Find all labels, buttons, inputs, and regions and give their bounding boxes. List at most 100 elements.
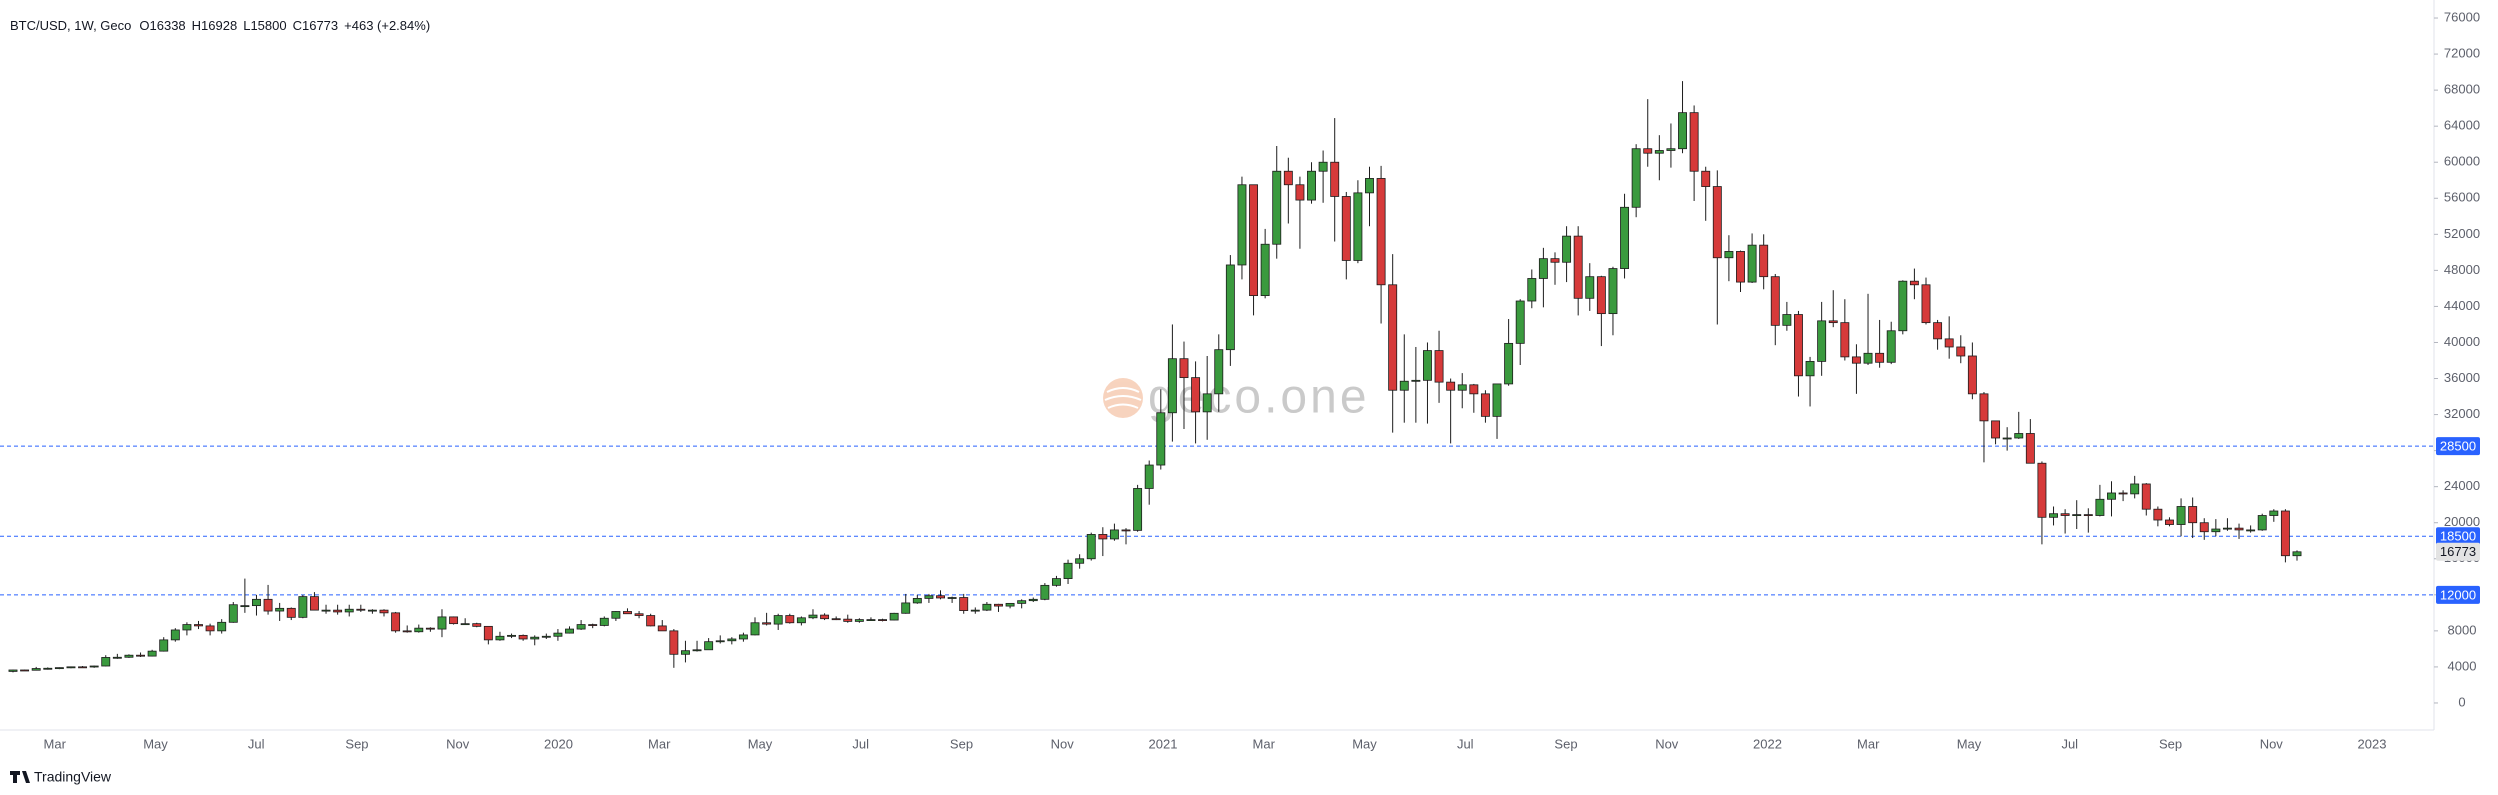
- candle-body: [1005, 602, 1015, 607]
- candle-body: [1944, 338, 1954, 348]
- candle-body: [1179, 358, 1189, 379]
- candle-body: [136, 654, 145, 657]
- open-value: 16338: [150, 18, 186, 33]
- candle-body: [217, 621, 227, 632]
- candle-body: [1028, 598, 1038, 602]
- y-tick-label: 60000: [2444, 154, 2480, 169]
- candle-body: [1017, 600, 1027, 604]
- x-tick-label: Sep: [1554, 736, 1577, 751]
- candle-body: [1144, 464, 1154, 489]
- candle-body: [1573, 235, 1583, 299]
- candle-body: [854, 619, 864, 622]
- y-tick-label: 72000: [2444, 46, 2480, 61]
- y-tick-label: 40000: [2444, 334, 2480, 349]
- candle-body: [101, 657, 111, 667]
- candle-body: [2014, 433, 2024, 439]
- candle-body: [1283, 170, 1293, 186]
- candle-body: [1724, 251, 1734, 259]
- y-tick-label: 44000: [2444, 298, 2480, 313]
- candle-body: [321, 609, 331, 612]
- candle-body: [1295, 184, 1305, 201]
- candle-body: [553, 632, 563, 637]
- candle-body: [1109, 529, 1119, 540]
- candle-body: [1631, 148, 1641, 208]
- candle-body: [1666, 148, 1676, 151]
- y-tick-label: 56000: [2444, 190, 2480, 205]
- x-tick-label: Jul: [852, 736, 869, 751]
- ohlc-letter: L: [243, 18, 250, 33]
- y-tick-label: 0: [2458, 694, 2465, 709]
- candle-body: [298, 596, 308, 618]
- candle-body: [252, 598, 261, 607]
- candle-body: [1063, 562, 1073, 579]
- candle-body: [309, 596, 319, 611]
- candle-body: [715, 640, 725, 643]
- candle-body: [89, 665, 99, 668]
- candle-body: [414, 627, 424, 633]
- candle-body: [1898, 280, 1908, 332]
- y-tick-label: 64000: [2444, 118, 2480, 133]
- level-tag: [2436, 527, 2480, 546]
- candle-body: [1608, 268, 1618, 315]
- candle-body: [472, 623, 482, 627]
- candle-body: [576, 624, 586, 630]
- candle-body: [762, 622, 772, 625]
- candle-body: [982, 603, 992, 611]
- candle-body: [1504, 342, 1514, 385]
- candle-body: [1365, 178, 1374, 194]
- x-tick-label: May: [1352, 736, 1377, 751]
- candle-body: [2141, 483, 2151, 510]
- candle-body: [2292, 551, 2302, 557]
- candle-body: [1040, 584, 1050, 600]
- candle-body: [889, 612, 899, 621]
- candle-body: [1167, 358, 1177, 414]
- tv-icon: [10, 771, 30, 783]
- candle-body: [831, 618, 841, 621]
- level-tag-label: 18500: [2440, 529, 2476, 544]
- candle-body: [1620, 206, 1630, 269]
- candle-body: [228, 604, 238, 623]
- candle-body: [796, 617, 806, 624]
- x-tick-label: 2021: [1149, 736, 1178, 751]
- candle-body: [2037, 462, 2047, 518]
- candle-body: [959, 597, 969, 611]
- candle-body: [425, 627, 435, 630]
- candle-body: [1434, 350, 1444, 383]
- ohlc-letter: O: [139, 18, 149, 33]
- candle-body: [379, 609, 389, 614]
- x-tick-label: Nov: [1051, 736, 1075, 751]
- candle-body: [356, 608, 366, 611]
- candle-body: [205, 625, 215, 632]
- candle-body: [1515, 300, 1525, 344]
- x-tick-label: 2023: [2358, 736, 2387, 751]
- candle-body: [599, 617, 609, 626]
- candle-body: [2049, 513, 2058, 518]
- candle-body: [1701, 170, 1711, 187]
- candle-body: [275, 607, 285, 612]
- candle-body: [808, 614, 818, 619]
- candle-body: [495, 635, 505, 641]
- candle-body: [530, 636, 540, 640]
- candle-body: [1075, 558, 1085, 564]
- candle-body: [159, 639, 169, 652]
- candle-body: [646, 615, 656, 627]
- change-value: +463 (+2.84%): [344, 18, 430, 33]
- candle-body: [1318, 161, 1328, 172]
- candle-body: [1260, 243, 1270, 297]
- candle-body: [43, 667, 53, 670]
- candle-body: [1875, 352, 1885, 363]
- x-tick-label: Mar: [44, 736, 67, 751]
- x-tick-label: Sep: [345, 736, 368, 751]
- candle-body: [2176, 506, 2186, 525]
- candle-body: [541, 635, 551, 638]
- x-tick-label: Jul: [2061, 736, 2078, 751]
- candle-body: [1979, 393, 1989, 422]
- x-tick-label: Sep: [950, 736, 973, 751]
- candle-body: [124, 654, 134, 658]
- candle-body: [1353, 192, 1363, 261]
- x-tick-label: Mar: [1857, 736, 1880, 751]
- candle-body: [78, 666, 88, 669]
- candle-body: [843, 618, 853, 622]
